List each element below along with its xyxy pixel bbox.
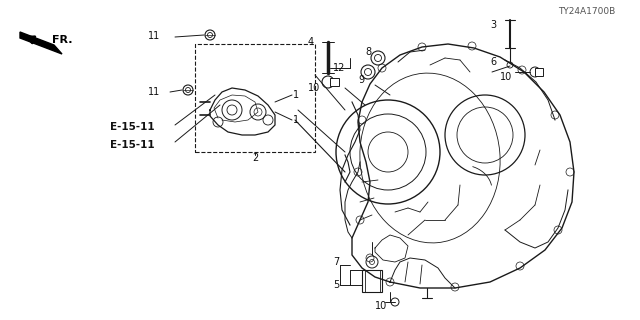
- Text: 1: 1: [293, 115, 299, 125]
- Text: 10: 10: [500, 72, 512, 82]
- Bar: [535, 68, 543, 76]
- Text: 10: 10: [375, 301, 387, 311]
- Text: 11: 11: [148, 87, 160, 97]
- Text: 7: 7: [333, 257, 339, 267]
- Bar: [362, 270, 382, 292]
- Bar: [195, 44, 315, 152]
- Text: 6: 6: [490, 57, 496, 67]
- Text: TY24A1700B: TY24A1700B: [557, 7, 615, 17]
- Text: 5: 5: [333, 280, 339, 290]
- Polygon shape: [20, 32, 62, 54]
- Text: 12: 12: [333, 63, 346, 73]
- Text: 2: 2: [252, 153, 259, 163]
- Text: E-15-11: E-15-11: [110, 140, 155, 150]
- Bar: [330, 78, 339, 86]
- Text: 3: 3: [490, 20, 496, 30]
- Text: 10: 10: [308, 83, 320, 93]
- Text: 4: 4: [308, 37, 314, 47]
- Text: 9: 9: [358, 75, 364, 85]
- Text: FR.: FR.: [52, 35, 72, 45]
- Text: 11: 11: [148, 31, 160, 41]
- Text: 8: 8: [365, 47, 371, 57]
- Text: E-15-11: E-15-11: [110, 122, 155, 132]
- Text: 1: 1: [293, 90, 299, 100]
